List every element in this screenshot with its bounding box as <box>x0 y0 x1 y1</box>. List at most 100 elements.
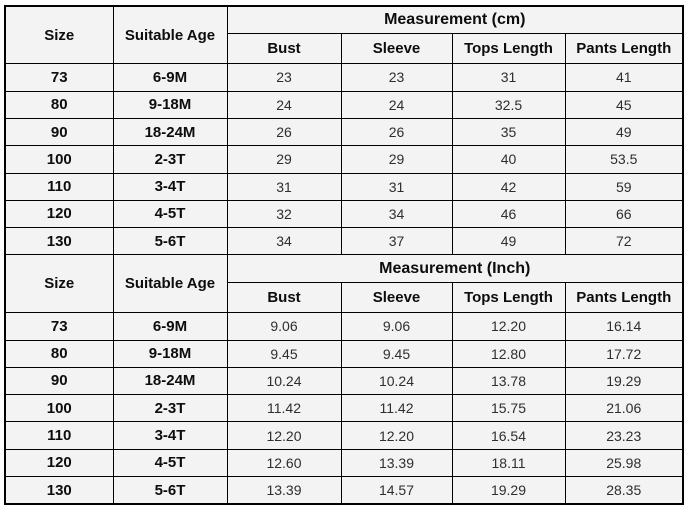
pants-length-cell: 28.35 <box>564 476 684 505</box>
sleeve-cell: 29 <box>340 145 453 174</box>
col-header-bust: Bust <box>226 32 342 65</box>
table-row: 90 18-24M 10.24 10.24 13.78 19.29 <box>4 366 684 396</box>
size-cell: 130 <box>4 227 114 256</box>
cm-subheader-row: Bust Sleeve Tops Length Pants Length <box>5 32 684 65</box>
tops-length-cell: 13.78 <box>451 366 566 396</box>
table-row: 110 3-4T 12.20 12.20 16.54 23.23 <box>4 421 684 450</box>
section-header-cm: Measurement (cm) <box>226 5 684 34</box>
tops-length-cell: 40 <box>451 145 566 174</box>
age-cell: 6-9M <box>112 63 228 92</box>
tops-length-cell: 19.29 <box>451 476 566 505</box>
age-cell: 5-6T <box>112 476 228 505</box>
age-cell: 3-4T <box>112 172 228 201</box>
size-cell: 120 <box>4 448 114 478</box>
size-cell: 90 <box>4 366 114 396</box>
bust-cell: 13.39 <box>226 476 342 505</box>
bust-cell: 31 <box>226 172 342 201</box>
tops-length-cell: 12.20 <box>451 312 566 341</box>
pants-length-cell: 16.14 <box>564 312 684 341</box>
col-header-tops-length: Tops Length <box>451 281 566 314</box>
bust-cell: 26 <box>226 117 342 147</box>
bust-cell: 29 <box>226 145 342 174</box>
tops-length-cell: 18.11 <box>451 448 566 478</box>
pants-length-cell: 66 <box>564 199 684 229</box>
sleeve-cell: 34 <box>340 199 453 229</box>
bust-cell: 12.60 <box>226 448 342 478</box>
sleeve-cell: 11.42 <box>340 394 453 423</box>
col-header-suitable-age: Suitable Age <box>112 5 228 65</box>
size-cell: 100 <box>4 394 114 423</box>
inch-subheader-row: Bust Sleeve Tops Length Pants Length <box>5 281 684 314</box>
col-header-sleeve: Sleeve <box>340 281 453 314</box>
pants-length-cell: 17.72 <box>564 339 684 368</box>
age-cell: 9-18M <box>112 90 228 119</box>
table-row: 80 9-18M 9.45 9.45 12.80 17.72 <box>4 339 684 368</box>
size-cell: 80 <box>4 90 114 119</box>
sleeve-cell: 31 <box>340 172 453 201</box>
size-cell: 100 <box>4 145 114 174</box>
age-cell: 6-9M <box>112 312 228 341</box>
bust-cell: 11.42 <box>226 394 342 423</box>
tops-length-cell: 32.5 <box>451 90 566 119</box>
size-chart-table: Size Suitable Age Measurement (cm) Bust … <box>4 5 684 505</box>
inch-header-row: Size Suitable Age Measurement (Inch) <box>4 254 684 314</box>
col-header-pants-length: Pants Length <box>564 32 684 65</box>
bust-cell: 9.06 <box>226 312 342 341</box>
table-row: 130 5-6T 13.39 14.57 19.29 28.35 <box>4 476 684 505</box>
tops-length-cell: 46 <box>451 199 566 229</box>
pants-length-cell: 19.29 <box>564 366 684 396</box>
pants-length-cell: 23.23 <box>564 421 684 450</box>
sleeve-cell: 9.45 <box>340 339 453 368</box>
tops-length-cell: 12.80 <box>451 339 566 368</box>
tops-length-cell: 15.75 <box>451 394 566 423</box>
age-cell: 4-5T <box>112 199 228 229</box>
col-header-suitable-age: Suitable Age <box>112 254 228 314</box>
table-row: 120 4-5T 32 34 46 66 <box>4 199 684 229</box>
size-cell: 90 <box>4 117 114 147</box>
tops-length-cell: 35 <box>451 117 566 147</box>
col-header-size: Size <box>4 254 114 314</box>
col-header-pants-length: Pants Length <box>564 281 684 314</box>
tops-length-cell: 49 <box>451 227 566 256</box>
pants-length-cell: 25.98 <box>564 448 684 478</box>
bust-cell: 32 <box>226 199 342 229</box>
size-cell: 130 <box>4 476 114 505</box>
col-header-size: Size <box>4 5 114 65</box>
sleeve-cell: 26 <box>340 117 453 147</box>
pants-length-cell: 49 <box>564 117 684 147</box>
age-cell: 18-24M <box>112 366 228 396</box>
pants-length-cell: 59 <box>564 172 684 201</box>
tops-length-cell: 31 <box>451 63 566 92</box>
table-row: 120 4-5T 12.60 13.39 18.11 25.98 <box>4 448 684 478</box>
bust-cell: 34 <box>226 227 342 256</box>
bust-cell: 9.45 <box>226 339 342 368</box>
pants-length-cell: 53.5 <box>564 145 684 174</box>
pants-length-cell: 72 <box>564 227 684 256</box>
col-header-tops-length: Tops Length <box>451 32 566 65</box>
table-row: 90 18-24M 26 26 35 49 <box>4 117 684 147</box>
table-row: 110 3-4T 31 31 42 59 <box>4 172 684 201</box>
table-row: 73 6-9M 9.06 9.06 12.20 16.14 <box>4 312 684 341</box>
sleeve-cell: 37 <box>340 227 453 256</box>
pants-length-cell: 21.06 <box>564 394 684 423</box>
col-header-bust: Bust <box>226 281 342 314</box>
age-cell: 18-24M <box>112 117 228 147</box>
age-cell: 3-4T <box>112 421 228 450</box>
size-cell: 110 <box>4 421 114 450</box>
sleeve-cell: 23 <box>340 63 453 92</box>
size-cell: 120 <box>4 199 114 229</box>
pants-length-cell: 45 <box>564 90 684 119</box>
size-cell: 110 <box>4 172 114 201</box>
sleeve-cell: 10.24 <box>340 366 453 396</box>
size-cell: 73 <box>4 312 114 341</box>
pants-length-cell: 41 <box>564 63 684 92</box>
age-cell: 2-3T <box>112 394 228 423</box>
sleeve-cell: 13.39 <box>340 448 453 478</box>
table-row: 100 2-3T 29 29 40 53.5 <box>4 145 684 174</box>
table-row: 80 9-18M 24 24 32.5 45 <box>4 90 684 119</box>
table-row: 130 5-6T 34 37 49 72 <box>4 227 684 256</box>
bust-cell: 12.20 <box>226 421 342 450</box>
tops-length-cell: 16.54 <box>451 421 566 450</box>
sleeve-cell: 12.20 <box>340 421 453 450</box>
